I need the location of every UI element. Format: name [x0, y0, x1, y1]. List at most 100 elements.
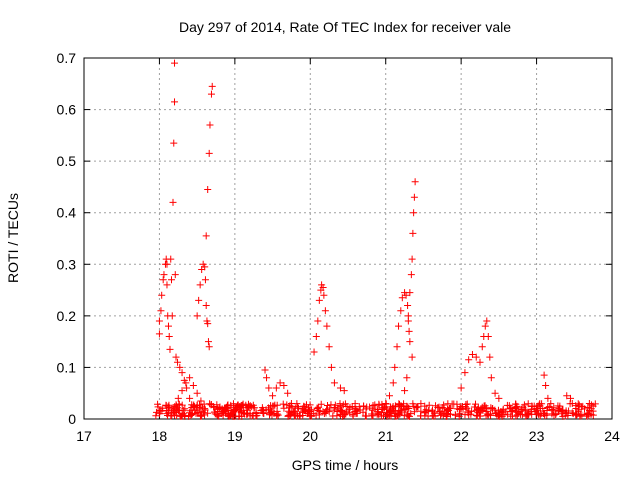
- data-point: [359, 408, 367, 416]
- data-point: [243, 404, 251, 412]
- data-point: [441, 409, 449, 417]
- data-point: [576, 412, 584, 420]
- data-point: [465, 356, 473, 364]
- data-point: [157, 307, 165, 315]
- y-tick-label: 0: [68, 411, 76, 427]
- data-point: [197, 397, 205, 405]
- data-point: [210, 403, 218, 411]
- x-tick-label: 17: [76, 428, 92, 444]
- data-point: [547, 400, 555, 408]
- data-point: [208, 82, 216, 90]
- data-point: [545, 403, 553, 411]
- data-point: [487, 404, 495, 412]
- data-point: [201, 263, 209, 271]
- data-point: [478, 343, 486, 351]
- plot-frame: [83, 57, 613, 420]
- data-point: [478, 403, 486, 411]
- data-point: [166, 345, 174, 353]
- data-point: [217, 410, 225, 418]
- data-point: [368, 410, 376, 418]
- data-point: [205, 149, 213, 157]
- data-point: [476, 412, 484, 420]
- data-point: [196, 281, 204, 289]
- data-point: [320, 291, 328, 299]
- data-point: [178, 401, 186, 409]
- data-point: [472, 353, 480, 361]
- data-point: [512, 404, 520, 412]
- data-point: [542, 381, 550, 389]
- data-point: [440, 404, 448, 412]
- data-point: [360, 402, 368, 410]
- data-point: [170, 139, 178, 147]
- data-point: [304, 404, 312, 412]
- data-point: [182, 379, 190, 387]
- chart-title: Day 297 of 2014, Rate Of TEC Index for r…: [179, 19, 511, 35]
- data-point: [168, 312, 176, 320]
- data-point: [314, 317, 322, 325]
- data-point: [483, 317, 491, 325]
- data-point: [164, 408, 172, 416]
- data-point: [409, 229, 417, 237]
- data-point: [444, 410, 452, 418]
- y-tick-label: 0.3: [57, 256, 77, 272]
- data-point: [591, 400, 599, 408]
- data-point: [264, 404, 272, 412]
- data-point: [163, 260, 171, 268]
- data-point: [561, 412, 569, 420]
- data-point: [267, 407, 275, 415]
- data-point: [451, 411, 459, 419]
- data-point: [186, 394, 194, 402]
- data-point: [327, 363, 335, 371]
- data-point: [422, 406, 430, 414]
- data-point: [457, 404, 465, 412]
- data-point: [584, 403, 592, 411]
- data-point: [499, 405, 507, 413]
- data-point: [331, 404, 339, 412]
- x-axis-label: GPS time / hours: [292, 457, 399, 473]
- data-point: [587, 410, 595, 418]
- data-point: [329, 412, 337, 420]
- data-point: [268, 411, 276, 419]
- data-point: [484, 332, 492, 340]
- data-point: [352, 405, 360, 413]
- data-point: [156, 407, 164, 415]
- data-point: [544, 394, 552, 402]
- data-point: [280, 404, 288, 412]
- x-tick-label: 22: [453, 428, 469, 444]
- data-point: [552, 410, 560, 418]
- data-point: [334, 405, 342, 413]
- data-point: [396, 410, 404, 418]
- data-point: [390, 409, 398, 417]
- data-point: [486, 353, 494, 361]
- data-point: [407, 271, 415, 279]
- data-point: [285, 407, 293, 415]
- data-point: [382, 400, 390, 408]
- data-point: [346, 403, 354, 411]
- x-tick-label: 21: [378, 428, 394, 444]
- data-point: [477, 405, 485, 413]
- data-point: [408, 353, 416, 361]
- x-tick-label: 23: [529, 428, 545, 444]
- data-point: [467, 410, 475, 418]
- data-point: [468, 407, 476, 415]
- y-tick-label: 0.7: [57, 50, 77, 66]
- data-point: [321, 307, 329, 315]
- x-tick-label: 20: [302, 428, 318, 444]
- data-point: [343, 407, 351, 415]
- data-point: [425, 401, 433, 409]
- data-point: [204, 186, 212, 194]
- data-point: [385, 411, 393, 419]
- data-point: [319, 283, 327, 291]
- data-point: [269, 392, 277, 400]
- data-point: [379, 412, 387, 420]
- data-point: [401, 387, 409, 395]
- data-point: [544, 403, 552, 411]
- data-point: [417, 412, 425, 420]
- data-point: [563, 409, 571, 417]
- data-point: [204, 320, 212, 328]
- data-point: [237, 402, 245, 410]
- data-point: [470, 403, 478, 411]
- data-point: [573, 411, 581, 419]
- data-point: [366, 403, 374, 411]
- data-point: [540, 371, 548, 379]
